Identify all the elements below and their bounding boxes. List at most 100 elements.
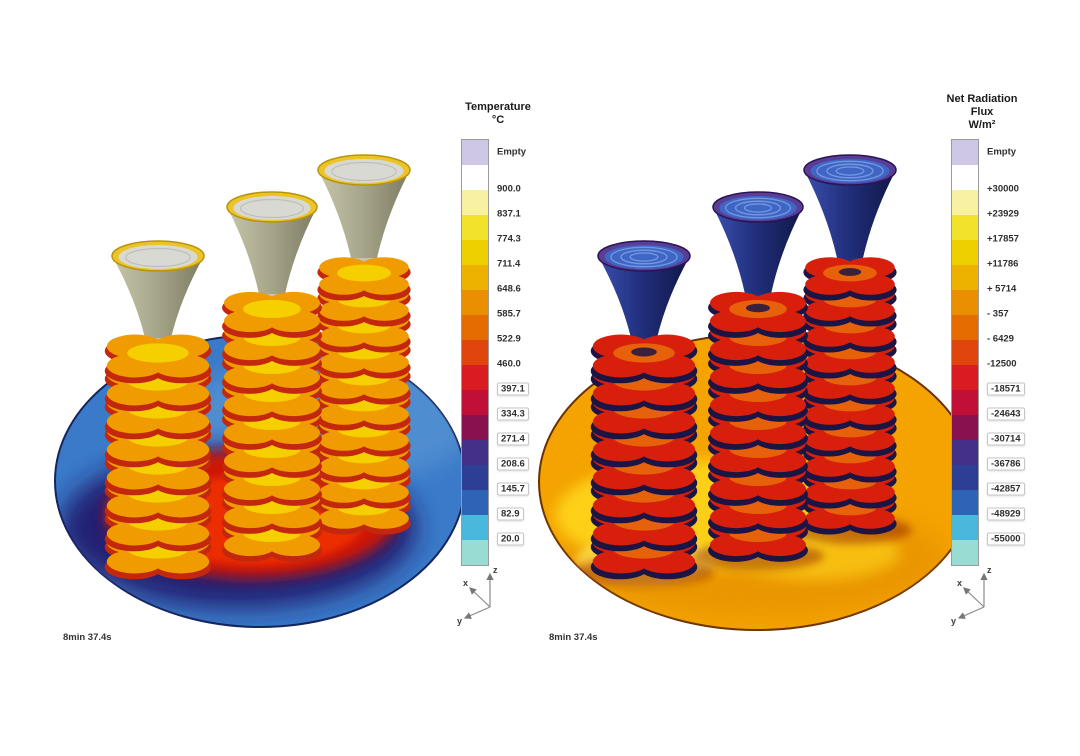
colorbar-segment bbox=[952, 290, 978, 315]
colorbar-segment bbox=[952, 190, 978, 215]
colorbar-segment bbox=[462, 515, 488, 540]
legend-empty-label: Empty bbox=[497, 146, 527, 157]
axis-label-x: x bbox=[957, 578, 962, 588]
legend-tick-label: 900.0 bbox=[497, 183, 521, 195]
legend-tick-label: +23929 bbox=[987, 208, 1019, 220]
colorbar bbox=[951, 139, 979, 566]
axis-triad: z x y bbox=[951, 565, 992, 626]
net-radiation-flux-scene: z x y bbox=[538, 154, 992, 631]
legend-tick-label: -48929 bbox=[987, 507, 1025, 521]
colorbar-segment bbox=[952, 165, 978, 190]
legend-tick-label: 522.9 bbox=[497, 333, 521, 345]
simulation-time-left: 8min 37.4s bbox=[63, 632, 112, 643]
legend-tick-label: 82.9 bbox=[497, 507, 524, 521]
colorbar-segment bbox=[462, 240, 488, 265]
legend-tick-label: -30714 bbox=[987, 432, 1025, 446]
casting-disc bbox=[708, 291, 808, 338]
colorbar-segment bbox=[462, 215, 488, 240]
simulation-time-right: 8min 37.4s bbox=[549, 632, 598, 643]
colorbar-segment bbox=[952, 315, 978, 340]
legend-title-line: °C bbox=[491, 113, 505, 126]
axis-label-z: z bbox=[493, 565, 498, 575]
legend-tick-label: 648.6 bbox=[497, 283, 521, 295]
colorbar-segment bbox=[952, 240, 978, 265]
legend-tick-label: 271.4 bbox=[497, 432, 529, 446]
legend-tick-label: 711.4 bbox=[497, 258, 521, 270]
colorbar-segment bbox=[952, 390, 978, 415]
colorbar-segment bbox=[952, 215, 978, 240]
axis-label-y: y bbox=[457, 616, 462, 626]
legend-tick-label: -42857 bbox=[987, 482, 1025, 496]
casting-tree bbox=[222, 191, 322, 562]
pouring-funnel bbox=[712, 191, 804, 320]
colorbar-segment bbox=[952, 265, 978, 290]
colorbar-segment bbox=[952, 540, 978, 565]
legend-title: Net Radiation Flux W/m² bbox=[929, 93, 1035, 132]
colorbar-segment bbox=[952, 515, 978, 540]
legend-tick-label: 20.0 bbox=[497, 532, 524, 546]
colorbar-segment bbox=[952, 440, 978, 465]
casting-tree bbox=[317, 154, 411, 535]
legend-tick-label: 145.7 bbox=[497, 482, 529, 496]
legend-tick-label: - 357 bbox=[987, 308, 1009, 320]
colorbar-segment bbox=[952, 415, 978, 440]
colorbar-segment bbox=[462, 365, 488, 390]
legend-tick-label: -24643 bbox=[987, 407, 1025, 421]
legend-tick-label: 774.3 bbox=[497, 233, 521, 245]
legend-title-line: Flux bbox=[970, 105, 994, 118]
legend-tick-label: +30000 bbox=[987, 183, 1019, 195]
colorbar-segment bbox=[462, 290, 488, 315]
legend-title-line: Net Radiation bbox=[946, 93, 1018, 105]
colorbar-segment bbox=[952, 140, 978, 165]
colorbar-segment bbox=[462, 140, 488, 165]
colorbar-segment bbox=[462, 490, 488, 515]
legend-tick-label: 837.1 bbox=[497, 208, 521, 220]
legend-tick-label: 460.0 bbox=[497, 358, 521, 370]
legend-tick-label: -18571 bbox=[987, 382, 1025, 396]
casting-tree bbox=[590, 240, 698, 580]
colorbar-segment bbox=[952, 365, 978, 390]
casting-disc bbox=[104, 334, 212, 384]
casting-disc bbox=[222, 291, 322, 338]
axis-triad: z x y bbox=[457, 565, 498, 626]
legend-tick-label: 585.7 bbox=[497, 308, 521, 320]
colorbar-segment bbox=[952, 465, 978, 490]
colorbar-segment bbox=[952, 340, 978, 365]
colorbar-segment bbox=[462, 265, 488, 290]
casting-disc bbox=[317, 257, 411, 301]
colorbar-segment bbox=[462, 165, 488, 190]
colorbar-segment bbox=[462, 415, 488, 440]
casting-disc bbox=[803, 257, 897, 301]
casting-tree bbox=[708, 191, 808, 562]
legend-tick-label: +11786 bbox=[987, 258, 1019, 270]
casting-tree bbox=[104, 240, 212, 580]
legend-tick-label: -55000 bbox=[987, 532, 1025, 546]
colorbar-segment bbox=[462, 465, 488, 490]
colorbar-segment bbox=[462, 440, 488, 465]
legend-tick-label: 397.1 bbox=[497, 382, 529, 396]
colorbar-segment bbox=[462, 190, 488, 215]
legend-title: Temperature °C bbox=[445, 101, 551, 127]
legend-tick-label: 334.3 bbox=[497, 407, 529, 421]
legend-empty-label: Empty bbox=[987, 146, 1017, 157]
casting-tree bbox=[803, 154, 897, 535]
legend-tick-label: - 6429 bbox=[987, 333, 1014, 345]
colorbar-segment bbox=[462, 390, 488, 415]
pouring-funnel bbox=[803, 154, 897, 284]
casting-disc bbox=[590, 334, 698, 384]
legend-tick-label: + 5714 bbox=[987, 283, 1017, 295]
pouring-funnel bbox=[226, 191, 318, 320]
colorbar-segment bbox=[462, 540, 488, 565]
legend-tick-label: -36786 bbox=[987, 457, 1025, 471]
axis-label-y: y bbox=[951, 616, 956, 626]
legend-title-line: W/m² bbox=[968, 118, 996, 131]
legend-title-line: Temperature bbox=[465, 101, 531, 113]
legend-tick-label: 208.6 bbox=[497, 457, 529, 471]
legend-tick-label: +17857 bbox=[987, 233, 1019, 245]
legend-tick-label: -12500 bbox=[987, 358, 1017, 370]
axis-label-z: z bbox=[987, 565, 992, 575]
colorbar-segment bbox=[462, 340, 488, 365]
axis-label-x: x bbox=[463, 578, 468, 588]
